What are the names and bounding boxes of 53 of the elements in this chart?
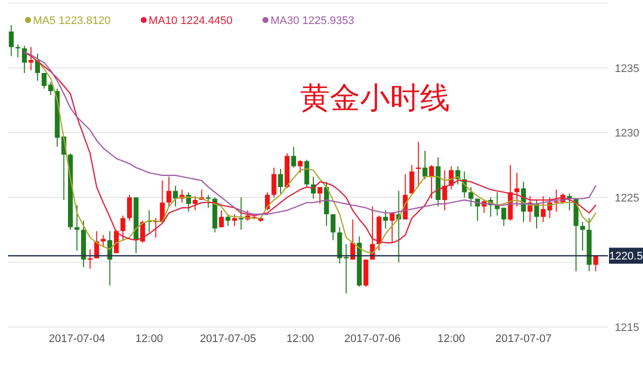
candlestick: [42, 72, 47, 90]
ref-line-label: 1220.5: [609, 250, 643, 263]
candlestick: [501, 207, 506, 226]
legend-label: MA10 1224.4450: [148, 15, 232, 27]
candlestick: [166, 176, 172, 207]
text: 黄金小时线: [300, 82, 450, 115]
candlestick: [100, 234, 106, 248]
candlestick: [317, 186, 322, 204]
candlestick: [580, 222, 586, 252]
candlestick: [238, 196, 244, 230]
x-tick-label: 12:00: [135, 333, 163, 345]
candlestick: [8, 24, 14, 57]
candlestick: [390, 212, 395, 244]
legend-label: MA5 1223.8120: [33, 15, 111, 27]
candlestick: [173, 185, 178, 207]
candlestick: [272, 167, 276, 198]
candlestick: [298, 159, 303, 174]
candlestick: [186, 192, 192, 212]
candlestick: [422, 150, 428, 180]
legend-label: MA30 1225.9353: [270, 15, 354, 27]
y-tick-label: 1225: [614, 192, 640, 204]
y-tick-label: 1215: [614, 322, 640, 334]
candlestick: [218, 210, 224, 228]
candlestick: [344, 244, 349, 294]
candlestick: [22, 45, 27, 74]
candlestick: [291, 146, 296, 168]
candlestick: [232, 214, 237, 226]
x-tick-label: 12:00: [437, 333, 466, 345]
candlestick: [74, 204, 80, 252]
x-tick-label: 2017-07-07: [495, 333, 552, 345]
candlestick: [514, 172, 520, 207]
candlestick: [15, 44, 20, 58]
candlestick: [330, 214, 336, 241]
x-tick-label: 12:00: [286, 333, 314, 345]
x-tick-label: 2017-07-05: [200, 333, 256, 345]
candlestick: [475, 198, 480, 222]
candlestick: [28, 46, 34, 71]
candlestick: [226, 214, 230, 226]
candlestick: [192, 196, 198, 211]
candlestick: [278, 168, 283, 194]
x-tick-label: 2017-07-06: [344, 333, 401, 345]
candlestick: [383, 210, 388, 230]
candlestick: [409, 164, 414, 194]
candlestick: [264, 192, 270, 211]
candlestick: [120, 215, 126, 241]
y-tick-label: 1230: [614, 128, 640, 140]
candlestick: [416, 141, 421, 188]
candlestick: [468, 186, 474, 207]
x-tick-label: 2017-07-04: [48, 333, 106, 345]
candlestick: [127, 194, 132, 222]
candlestick: [540, 196, 546, 223]
candlestick: [429, 164, 434, 200]
y-tick-label: 1235: [614, 62, 640, 75]
